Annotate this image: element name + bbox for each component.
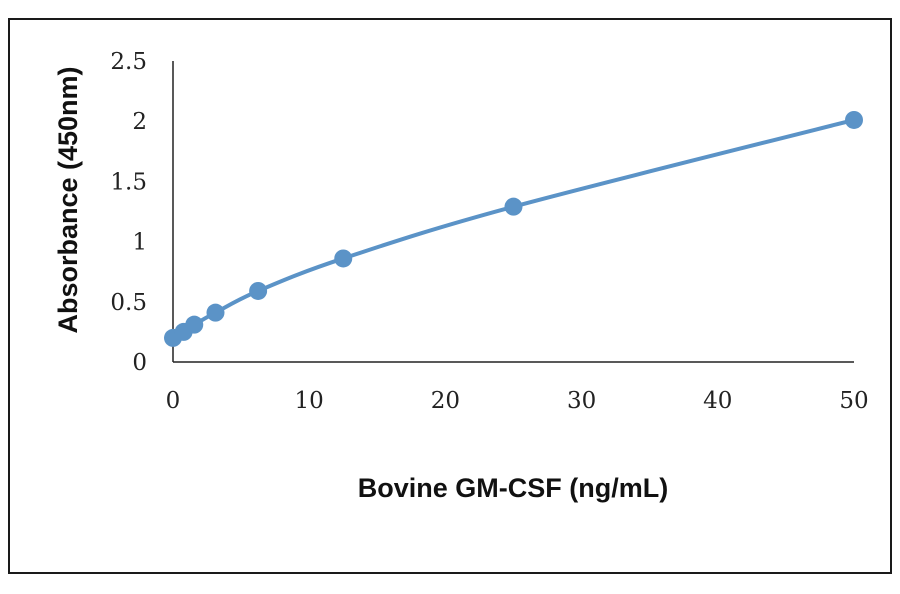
data-point — [504, 197, 523, 216]
x-tick-label: 40 — [703, 388, 732, 414]
data-point — [249, 281, 268, 300]
x-tick-label: 20 — [431, 388, 460, 414]
y-tick-label: 2 — [132, 109, 147, 135]
y-tick-label: 2.5 — [110, 49, 147, 75]
data-point — [845, 110, 863, 129]
x-tick-labels: 0 10 20 30 40 50 — [166, 388, 869, 414]
chart-frame — [8, 18, 892, 574]
data-point — [185, 315, 204, 334]
y-axis-label: Absorbance (450nm) — [53, 66, 83, 333]
y-tick-label: 1.5 — [110, 169, 147, 195]
x-tick-label: 10 — [295, 388, 324, 414]
data-point — [206, 303, 225, 322]
series-line — [171, 117, 856, 340]
data-point — [334, 249, 353, 268]
x-tick-label: 30 — [567, 388, 596, 414]
y-tick-label: 0 — [132, 350, 147, 376]
y-tick-label: 0.5 — [110, 290, 147, 316]
series-group — [164, 110, 863, 347]
y-tick-labels: 0 0.5 1 1.5 2 2.5 — [110, 49, 147, 376]
x-axis-label: Bovine GM-CSF (ng/mL) — [358, 473, 668, 503]
x-tick-label: 0 — [166, 388, 181, 414]
y-tick-label: 1 — [132, 230, 147, 256]
axes — [172, 61, 854, 363]
x-tick-label: 50 — [839, 388, 868, 414]
